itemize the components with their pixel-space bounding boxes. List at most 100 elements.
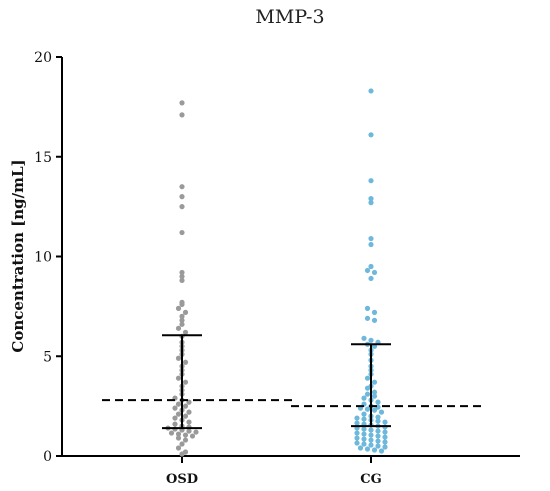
data-point [175,411,182,417]
x-tick-label: OSD [166,472,198,487]
data-point [364,315,371,321]
y-axis-ticks: 0 5 10 15 20 [34,50,62,465]
data-point [361,426,367,432]
data-point [375,418,381,424]
data-point [182,432,189,438]
data-point [368,427,374,433]
data-point [179,204,185,210]
data-point [172,421,178,427]
data-point [172,405,178,411]
data-point [175,445,182,451]
data-points [165,88,388,457]
data-point [179,112,185,118]
data-point [378,409,385,415]
data-point [378,448,385,454]
data-point [361,335,367,341]
data-point [361,416,367,422]
data-point [175,305,182,311]
x-tick-label: CG [360,472,381,487]
data-point [368,196,374,202]
data-point [368,432,374,438]
data-point [182,403,189,409]
data-point [368,241,374,248]
data-point [371,309,378,315]
data-point [179,313,185,319]
data-point [368,263,374,270]
data-point [382,419,388,425]
data-point [361,411,367,417]
data-point [382,444,388,450]
data-point [175,431,182,437]
data-point [179,451,185,457]
data-point [375,428,381,434]
data-point [368,235,374,242]
data-point [368,132,374,138]
data-point [375,414,381,420]
data-point [371,317,378,323]
data-point [186,419,192,425]
data-point [175,435,182,441]
data-point [168,430,175,436]
data-point [382,429,388,435]
data-point [179,317,185,323]
data-point [371,447,378,453]
data-point [361,441,367,447]
data-point [186,428,192,434]
data-point [375,438,381,444]
data-point [382,434,388,440]
data-point [189,433,196,439]
data-point [179,184,185,190]
data-point [368,200,374,206]
data-point [182,329,189,335]
data-point [182,437,189,443]
data-point [179,277,185,284]
data-point [361,395,367,401]
y-tick-label: 10 [34,250,52,266]
data-point [179,100,185,106]
data-point [371,269,378,276]
data-point [364,385,371,391]
data-point [186,409,192,415]
data-point [361,431,367,437]
y-tick-label: 0 [43,449,52,465]
data-point [179,194,185,200]
x-axis-ticks: OSD CG [166,456,382,487]
data-point [179,441,185,447]
data-point [179,273,185,280]
data-point [371,389,378,395]
data-point [368,337,374,343]
summary-lines [102,334,481,430]
data-point [364,267,371,274]
data-point [354,415,360,421]
data-point [175,325,182,331]
data-point [182,413,189,419]
data-point [354,435,360,441]
data-point [179,269,185,276]
data-point [175,401,182,407]
data-point [364,446,371,452]
data-point [368,88,374,94]
data-point [354,420,360,426]
data-point [371,393,378,399]
data-point [371,407,378,413]
data-point [175,355,182,361]
data-point [375,443,381,449]
data-point [368,437,374,443]
data-point [175,375,182,381]
data-point [382,439,388,445]
data-point [368,442,374,448]
data-point [375,433,381,439]
data-point [182,309,189,315]
data-point [172,415,178,421]
data-point [368,178,374,184]
data-point [364,391,371,397]
data-point [193,429,199,435]
data-point [354,430,360,436]
data-point [375,399,381,405]
data-point [182,359,189,365]
y-tick-label: 15 [34,150,52,166]
data-point [371,379,378,385]
y-tick-label: 5 [43,349,52,365]
